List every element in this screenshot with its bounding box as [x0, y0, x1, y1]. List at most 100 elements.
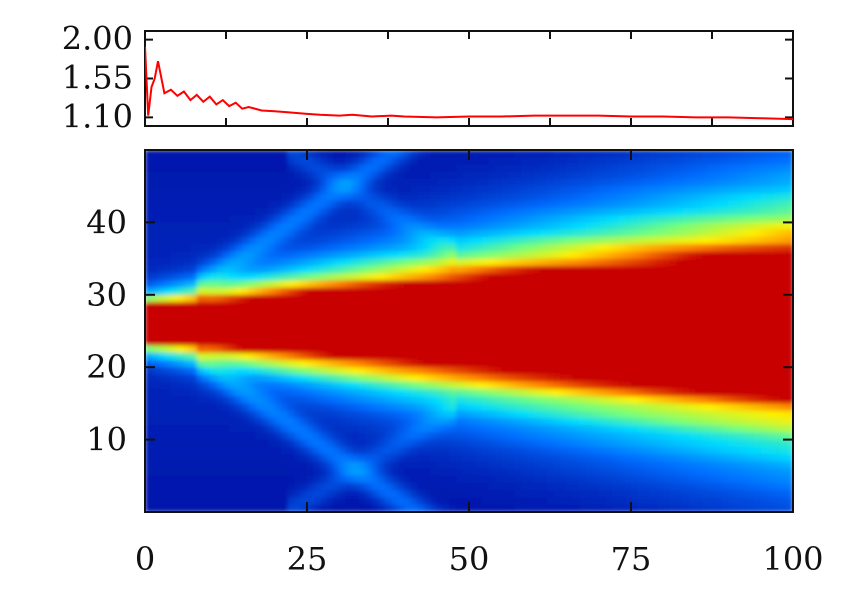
heatmap-cell: [708, 265, 716, 274]
heatmap-cell: [274, 157, 282, 165]
heatmap-cell: [449, 331, 457, 339]
heatmap-cell: [728, 309, 736, 317]
heatmap-cell: [436, 229, 444, 238]
heatmap-cell: [313, 287, 321, 296]
heatmap-cell: [605, 446, 612, 455]
heatmap-cell: [268, 504, 275, 512]
heatmap-cell: [637, 222, 645, 230]
heatmap-cell: [494, 236, 502, 245]
heatmap-cell: [183, 475, 191, 484]
heatmap-cell: [695, 164, 703, 173]
heatmap-cell: [196, 490, 204, 498]
heatmap-cell: [469, 273, 476, 281]
heatmap-cell: [689, 280, 697, 288]
heatmap-cell: [585, 461, 593, 469]
heatmap-cell: [475, 454, 483, 462]
heatmap-cell: [728, 468, 736, 477]
heatmap-cell: [274, 244, 282, 252]
heatmap-cell: [663, 193, 671, 202]
heatmap-cell: [352, 352, 360, 361]
heatmap-cell: [592, 483, 599, 491]
heatmap-cell: [643, 468, 651, 477]
heatmap-cell: [281, 178, 288, 187]
heatmap-cell: [656, 439, 664, 448]
heatmap-cell: [488, 157, 496, 165]
heatmap-cell: [650, 309, 658, 317]
heatmap-cell: [481, 483, 489, 491]
heatmap-cell: [656, 316, 664, 325]
heatmap-cell: [592, 323, 599, 332]
heatmap-cell: [527, 251, 535, 259]
heatmap-cell: [566, 446, 574, 455]
heatmap-cell: [436, 483, 444, 491]
heatmap-cell: [196, 461, 204, 469]
heatmap-cell: [300, 432, 308, 440]
heatmap-cell: [371, 352, 379, 361]
heatmap-cell: [164, 323, 172, 332]
heatmap-cell: [656, 359, 664, 368]
heatmap-cell: [391, 483, 399, 491]
heatmap-cell: [754, 483, 761, 491]
heatmap-cell: [300, 483, 308, 491]
heatmap-cell: [663, 157, 671, 165]
heatmap-cell: [676, 178, 684, 187]
heatmap-cell: [650, 432, 658, 440]
heatmap-cell: [572, 381, 580, 390]
heatmap-cell: [780, 273, 787, 281]
heatmap-cell: [514, 215, 522, 223]
heatmap-cell: [404, 251, 412, 259]
heatmap-cell: [339, 251, 347, 259]
heatmap-cell: [488, 490, 496, 498]
heatmap-cell: [481, 200, 489, 209]
heatmap-cell: [436, 150, 444, 158]
heatmap-cell: [631, 374, 638, 383]
heatmap-cell: [319, 504, 327, 512]
heatmap-cell: [494, 367, 502, 375]
heatmap-cell: [501, 207, 509, 216]
heatmap-cell: [203, 417, 211, 426]
heatmap-cell: [520, 468, 528, 477]
heatmap-cell: [300, 236, 308, 245]
heatmap-cell: [391, 150, 399, 158]
heatmap-cell: [294, 207, 301, 216]
heatmap-cell: [605, 475, 612, 484]
heatmap-cell: [313, 178, 321, 187]
heatmap-cell: [760, 446, 768, 455]
heatmap-cell: [650, 178, 658, 187]
heatmap-cell: [734, 287, 742, 296]
heatmap-cell: [773, 258, 781, 267]
heatmap-cell: [203, 367, 211, 375]
heatmap-cell: [702, 164, 710, 173]
heatmap-cell: [721, 497, 729, 506]
heatmap-cell: [352, 251, 360, 259]
heatmap-cell: [631, 432, 638, 440]
heatmap-cell: [332, 374, 340, 383]
heatmap-cell: [721, 287, 729, 296]
heatmap-cell: [631, 207, 638, 216]
heatmap-cell: [300, 367, 308, 375]
heatmap-cell: [365, 150, 373, 158]
heatmap-cell: [760, 454, 768, 462]
heatmap-cell: [501, 374, 509, 383]
heatmap-cell: [747, 475, 755, 484]
heatmap-cell: [378, 316, 386, 325]
heatmap-cell: [598, 490, 606, 498]
heatmap-cell: [520, 309, 528, 317]
heatmap-cell: [196, 374, 204, 383]
heatmap-cell: [183, 157, 191, 165]
heatmap-cell: [183, 200, 191, 209]
heatmap-cell: [559, 381, 567, 390]
heatmap-cell: [501, 446, 509, 455]
heatmap-cell: [566, 417, 574, 426]
heatmap-cell: [598, 432, 606, 440]
heatmap-cell: [410, 193, 418, 202]
heatmap-cell: [559, 222, 567, 230]
heatmap-cell: [572, 359, 580, 368]
heatmap-cell: [281, 323, 288, 332]
heatmap-cell: [177, 367, 185, 375]
heatmap-cell: [540, 294, 548, 303]
heatmap-cell: [494, 483, 502, 491]
heatmap-cell: [268, 309, 275, 317]
heatmap-cell: [294, 178, 301, 187]
heatmap-cell: [605, 200, 612, 209]
